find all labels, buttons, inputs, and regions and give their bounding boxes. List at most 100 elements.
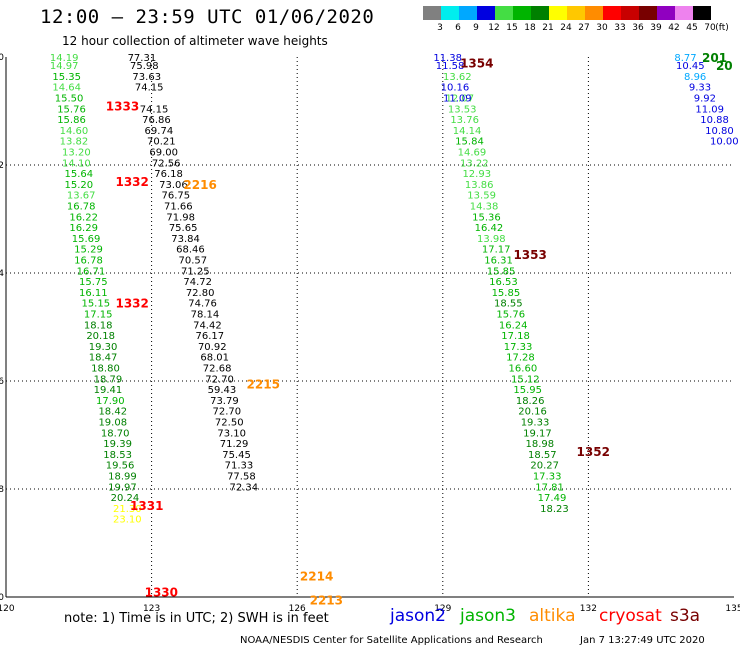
color-scale-label: 24 xyxy=(560,23,572,33)
jason3-wave-height: 18.79 xyxy=(94,374,123,385)
color-scale-label: 33 xyxy=(614,23,626,33)
jason2-wave-height: 9.33 xyxy=(689,83,711,94)
cryosat-wave-height: 74.42 xyxy=(193,320,222,331)
color-swatch xyxy=(513,6,531,20)
cryosat-wave-height: 72.70 xyxy=(213,407,242,418)
jason2-wave-height: 10.16 xyxy=(441,83,470,94)
color-swatch xyxy=(477,6,495,20)
legend-jason3: jason3 xyxy=(460,606,516,626)
jason3-wave-height: 13.20 xyxy=(62,148,91,159)
cryosat-wave-height: 72.56 xyxy=(152,158,181,169)
jason3-wave-height: 18.42 xyxy=(98,407,127,418)
cryosat-wave-height: 59.43 xyxy=(208,385,237,396)
jason3-wave-height: 14.14 xyxy=(453,126,482,137)
cryosat-wave-height: 71.29 xyxy=(220,439,249,450)
pass-number-label: 2213 xyxy=(310,594,343,608)
jason3-wave-height: 16.78 xyxy=(67,202,96,213)
jason3-wave-height: 15.69 xyxy=(72,234,101,245)
jason3-wave-height: 18.47 xyxy=(89,353,118,364)
jason3-wave-height: 13.53 xyxy=(448,104,477,115)
jason3-wave-height: 18.57 xyxy=(528,450,557,461)
jason2-wave-height: 11.09 xyxy=(443,94,472,105)
jason2-wave-height: 8.96 xyxy=(684,72,706,83)
cryosat-wave-height: 68.01 xyxy=(200,353,229,364)
cryosat-wave-height: 75.98 xyxy=(130,61,159,72)
credit-line: NOAA/NESDIS Center for Satellite Applica… xyxy=(240,635,543,646)
page-title: 12:00 – 23:59 UTC 01/06/2020 xyxy=(40,6,375,28)
color-swatch xyxy=(531,6,549,20)
jason3-wave-height: 16.31 xyxy=(484,256,513,267)
page-subtitle: 12 hour collection of altimeter wave hei… xyxy=(62,34,328,48)
jason3-wave-height: 23.10 xyxy=(113,515,142,526)
jason2-wave-height: 10.88 xyxy=(700,115,729,126)
cryosat-wave-height: 69.74 xyxy=(145,126,174,137)
color-swatch xyxy=(495,6,513,20)
color-scale-label: 39 xyxy=(650,23,662,33)
jason3-wave-height: 15.86 xyxy=(57,115,86,126)
jason3-wave-height: 17.90 xyxy=(96,396,125,407)
cryosat-wave-height: 76.75 xyxy=(162,191,191,202)
cryosat-wave-height: 75.45 xyxy=(222,450,251,461)
jason3-wave-height: 17.18 xyxy=(501,331,530,342)
jason3-wave-height: 17.49 xyxy=(538,493,567,504)
jason3-wave-height: 13.82 xyxy=(60,137,89,148)
color-scale-label: 6 xyxy=(455,23,461,33)
jason3-wave-height: 19.39 xyxy=(103,439,132,450)
jason3-wave-height: 17.28 xyxy=(506,353,535,364)
jason3-wave-height: 12.07 xyxy=(445,94,474,105)
color-scale-label: 36 xyxy=(632,23,644,33)
y-tick-label: -42 xyxy=(0,161,4,171)
jason3-wave-height: 19.17 xyxy=(523,428,552,439)
y-tick-label: -40 xyxy=(0,53,4,63)
pass-number-label: 1353 xyxy=(513,248,546,262)
jason3-wave-height: 16.71 xyxy=(77,266,106,277)
jason3-wave-height: 16.78 xyxy=(74,256,103,267)
pass-number-label: 1331 xyxy=(130,499,163,513)
jason3-wave-height: 15.36 xyxy=(472,212,501,223)
jason3-wave-height: 17.81 xyxy=(535,482,564,493)
jason3-wave-height: 15.12 xyxy=(511,374,540,385)
cryosat-wave-height: 70.92 xyxy=(198,342,227,353)
y-tick-label: -44 xyxy=(0,269,4,279)
pass-number-label: 1354 xyxy=(460,56,493,70)
jason3-wave-height: 18.23 xyxy=(540,504,569,515)
jason3-wave-height: 17.17 xyxy=(482,245,511,256)
cryosat-wave-height: 73.06 xyxy=(159,180,188,191)
jason3-wave-height: 16.42 xyxy=(475,223,504,234)
jason2-wave-height: 10.00 xyxy=(710,137,739,148)
cryosat-wave-height: 74.15 xyxy=(140,104,169,115)
jason2-wave-height: 10.80 xyxy=(705,126,734,137)
x-tick-label: 126 xyxy=(289,604,306,614)
cryosat-wave-height: 76.18 xyxy=(154,169,183,180)
color-scale-label: 30 xyxy=(596,23,608,33)
color-swatch xyxy=(657,6,675,20)
jason3-wave-height: 14.97 xyxy=(50,61,79,72)
jason3-wave-height: 16.29 xyxy=(69,223,98,234)
jason3-wave-height: 16.60 xyxy=(509,364,538,375)
jason3-wave-height: 15.64 xyxy=(64,169,93,180)
pass-number-label: 1330 xyxy=(145,586,178,600)
color-swatch xyxy=(549,6,567,20)
jason3-wave-height: 20.24 xyxy=(111,493,140,504)
color-scale-label: 42 xyxy=(668,23,680,33)
cryosat-wave-height: 72.34 xyxy=(229,482,258,493)
color-swatch xyxy=(459,6,477,20)
jason3-wave-height: 13.62 xyxy=(443,72,472,83)
color-swatch xyxy=(567,6,585,20)
cryosat-wave-height: 73.79 xyxy=(210,396,239,407)
jason3-wave-height: 15.29 xyxy=(74,245,103,256)
jason3-wave-height: 14.64 xyxy=(52,83,81,94)
cryosat-wave-height: 76.86 xyxy=(142,115,171,126)
cryosat-wave-height: 74.72 xyxy=(183,277,212,288)
jason3-wave-height: 15.76 xyxy=(496,310,525,321)
color-swatch xyxy=(441,6,459,20)
jason2-wave-height: 9.92 xyxy=(694,94,716,105)
cryosat-wave-height: 77.31 xyxy=(128,53,157,64)
color-scale-label: 21 xyxy=(542,23,554,33)
legend-s3a: s3a xyxy=(670,606,701,626)
jason3-wave-height: 14.69 xyxy=(458,148,487,159)
jason2-wave-height: 11.58 xyxy=(436,61,465,72)
cryosat-wave-height: 78.14 xyxy=(191,310,220,321)
jason3-wave-height: 15.15 xyxy=(81,299,110,310)
